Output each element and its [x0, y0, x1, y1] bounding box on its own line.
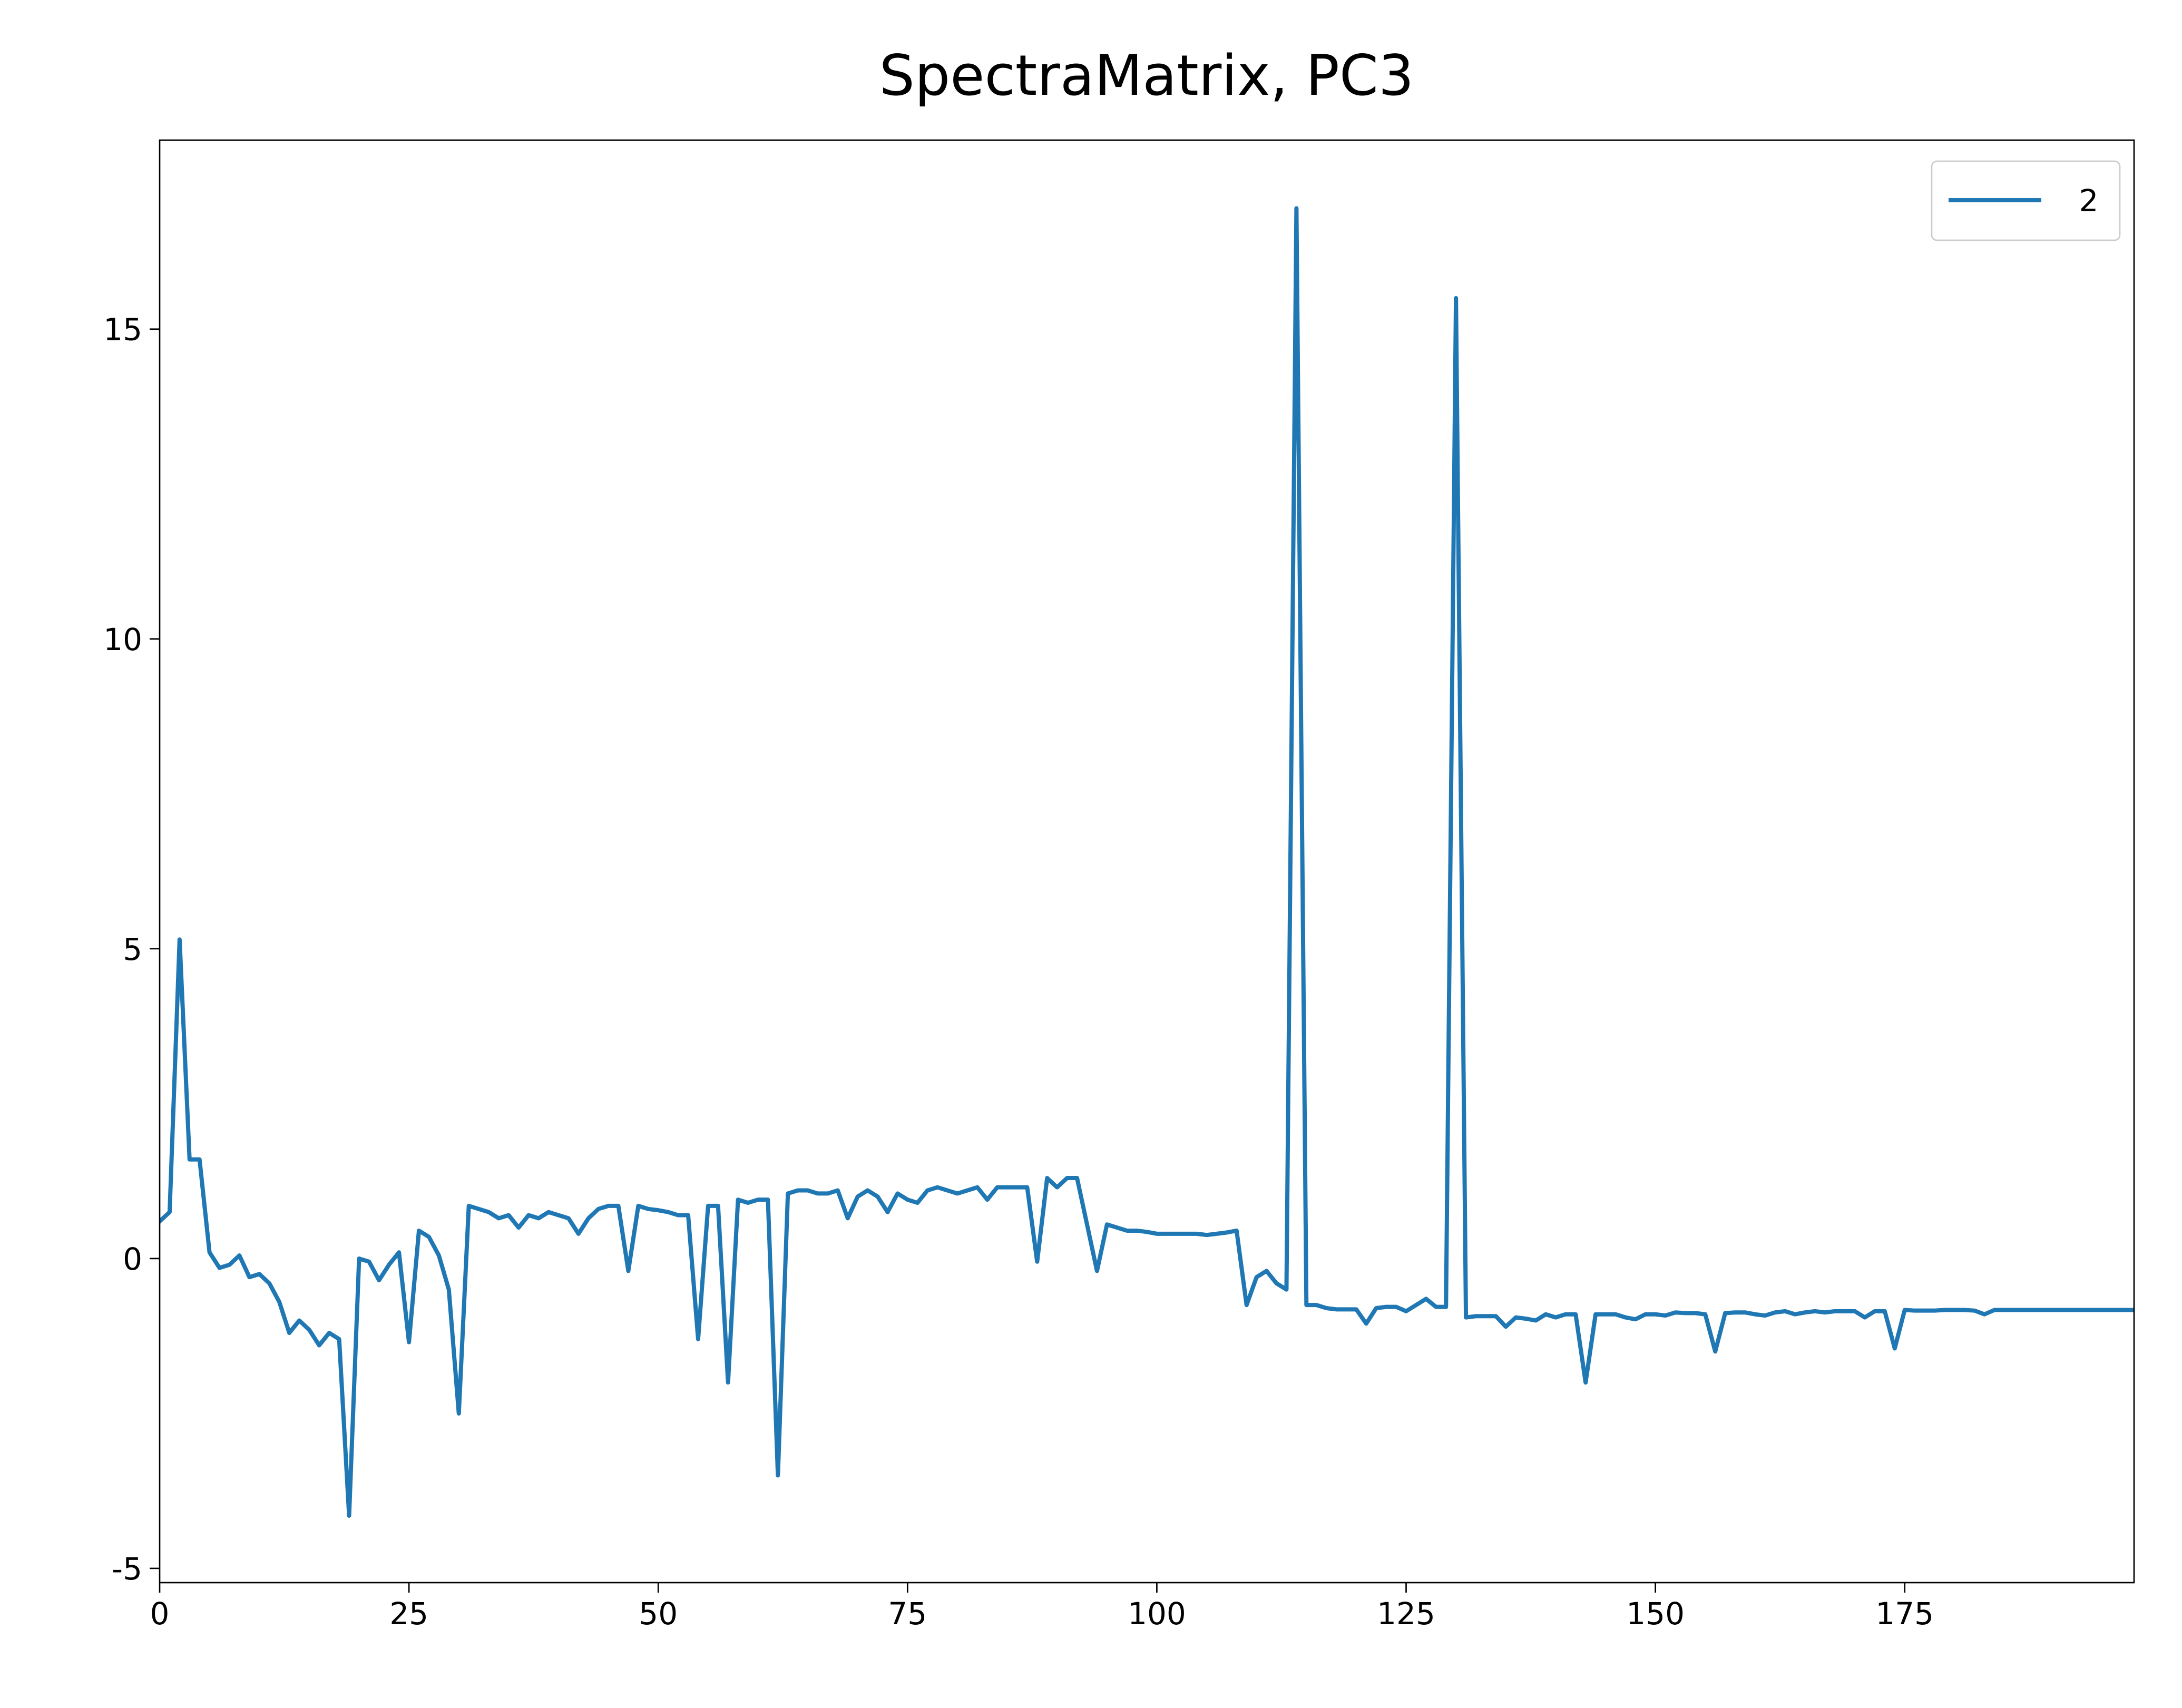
y-tick-label: 10	[103, 622, 142, 657]
legend-label: 2	[2079, 183, 2099, 219]
chart-title: SpectraMatrix, PC3	[879, 43, 1414, 108]
x-tick-label: 150	[1626, 1596, 1685, 1632]
x-tick-label: 0	[150, 1596, 170, 1632]
x-tick-label: 100	[1128, 1596, 1186, 1632]
axes-frame	[159, 139, 2135, 1584]
data-line	[160, 206, 2134, 1518]
x-tick-label: 125	[1377, 1596, 1435, 1632]
y-tick-label: 5	[123, 931, 142, 967]
y-tick-label: -5	[112, 1551, 142, 1587]
y-tick-label: 0	[123, 1241, 142, 1277]
x-tick-label: 50	[639, 1596, 678, 1632]
x-tick-label: 75	[888, 1596, 927, 1632]
x-tick-label: 175	[1875, 1596, 1934, 1632]
y-tick-label: 15	[103, 312, 142, 348]
x-tick-label: 25	[389, 1596, 428, 1632]
